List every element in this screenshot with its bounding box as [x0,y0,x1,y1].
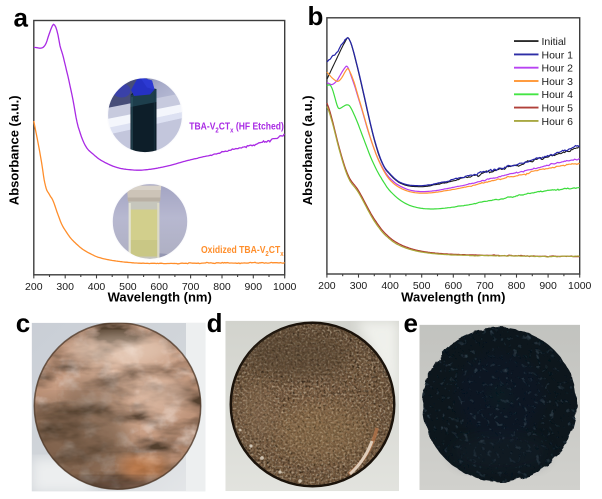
svg-text:200: 200 [318,280,336,292]
svg-text:800: 800 [213,281,231,293]
svg-text:a: a [14,3,29,33]
svg-text:Wavelength (nm): Wavelength (nm) [108,290,212,305]
svg-text:Hour 3: Hour 3 [542,76,574,88]
svg-text:900: 900 [245,281,263,293]
svg-text:Hour 5: Hour 5 [542,103,574,115]
svg-text:600: 600 [445,280,463,292]
svg-text:TBA-V2CTx (HF Etched): TBA-V2CTx (HF Etched) [189,122,283,135]
svg-text:600: 600 [150,281,168,293]
svg-text:500: 500 [119,281,137,293]
svg-text:Wavelength (nm): Wavelength (nm) [401,290,505,305]
svg-text:Initial: Initial [542,36,567,48]
svg-text:e: e [404,308,418,338]
svg-text:Hour 2: Hour 2 [542,63,574,75]
svg-text:c: c [16,308,30,338]
svg-text:400: 400 [381,280,399,292]
svg-text:700: 700 [476,280,494,292]
svg-text:Oxidized TBA-V2CTx: Oxidized TBA-V2CTx [201,245,284,258]
svg-text:200: 200 [25,281,43,293]
svg-text:800: 800 [508,280,526,292]
svg-text:b: b [308,1,324,31]
svg-text:d: d [207,308,223,338]
svg-text:Absorbance (a.u.): Absorbance (a.u.) [300,95,315,205]
svg-text:300: 300 [56,281,74,293]
svg-text:1000: 1000 [273,281,297,293]
svg-text:400: 400 [88,281,106,293]
svg-text:500: 500 [413,280,431,292]
svg-text:900: 900 [539,280,557,292]
svg-text:700: 700 [182,281,200,293]
svg-text:Hour 6: Hour 6 [542,116,574,128]
svg-text:Hour 4: Hour 4 [542,89,574,101]
svg-text:Hour 1: Hour 1 [542,49,574,61]
svg-text:1000: 1000 [568,280,592,292]
svg-text:Absorbance (a.u.): Absorbance (a.u.) [7,95,22,205]
svg-text:300: 300 [350,280,368,292]
